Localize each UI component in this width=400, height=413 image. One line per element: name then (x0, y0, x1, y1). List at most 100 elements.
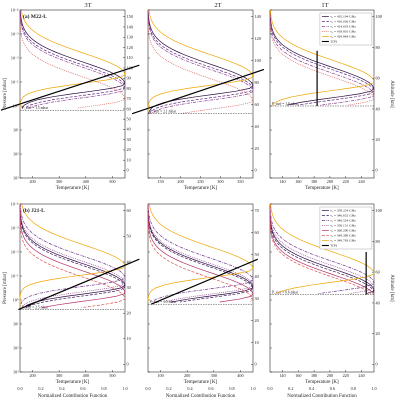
contribution-tick-label: 0.4 (187, 386, 193, 391)
pressure-tick-label: 10¹ (13, 127, 19, 132)
altitude-tick-label: 60 (376, 76, 380, 81)
temperature-tick-label: 300 (56, 373, 62, 378)
surface-annotation: P_surf = 2.1 mbar (150, 110, 177, 114)
contribution-tick-label: 0.8 (229, 386, 234, 391)
altitude-tick-label: 150 (127, 14, 133, 19)
altitude-tick-label: 0 (127, 362, 129, 367)
pressure-tick-label: 10² (13, 151, 19, 156)
pressure-tick-label: 10⁻³ (11, 225, 19, 230)
xlabel-temperature: Temperature [K] (305, 186, 339, 191)
contribution-curve-r0c1-2 (147, 9, 254, 114)
xlabel-temperature: Temperature [K] (184, 186, 218, 191)
altitude-tick-label: 0 (376, 168, 378, 173)
xlabel-temperature: Temperature [K] (56, 380, 90, 385)
temperature-tick-label: 200 (29, 373, 35, 378)
temperature-tick-label: 160 (295, 179, 301, 184)
contribution-tick-label: 0.8 (101, 386, 106, 391)
contribution-curve-r0c0-4 (19, 9, 126, 109)
contribution-curve-r0c0-3 (19, 9, 125, 109)
legend-entry: ν₀ = 435.194 GHz (330, 15, 356, 19)
temperature-tick-label: 140 (279, 179, 285, 184)
altitude-tick-label: 0 (255, 362, 257, 367)
pressure-tick-label: 10² (13, 345, 19, 350)
temperature-tick-label: 300 (56, 179, 62, 184)
altitude-tick-label: 40 (376, 106, 380, 111)
contribution-curve-r1c1-6 (147, 203, 254, 303)
surface-annotation: P_surf = 2.5 mbar (22, 305, 49, 309)
contribution-curve-r0c1-3 (147, 9, 254, 114)
altitude-tick-label: 140 (127, 24, 133, 29)
contribution-curve-r0c2-4 (270, 9, 374, 106)
contribution-curve-r0c0-2 (19, 9, 126, 109)
axes-frame-r1c1 (147, 203, 254, 373)
legend-entry: T(P) (330, 40, 337, 44)
column-title-3t: 3T (84, 2, 91, 9)
contribution-curve-r1c1-5 (147, 204, 254, 303)
altitude-tick-label: 60 (127, 106, 131, 111)
temperature-tick-label: 220 (343, 179, 349, 184)
contribution-curve-r1c1-3 (147, 203, 254, 303)
contribution-tick-label: 1.0 (371, 386, 376, 391)
temperature-tick-label: 160 (295, 373, 301, 378)
altitude-tick-label: 30 (255, 296, 259, 301)
contribution-curve-r1c0-2 (19, 203, 126, 308)
axes-frame-r1c0 (19, 203, 126, 373)
altitude-tick-label: 80 (127, 86, 131, 91)
tp-profile-r0c0 (0, 64, 140, 111)
temperature-tick-label: 150 (157, 179, 163, 184)
altitude-tick-label: 40 (376, 300, 380, 305)
altitude-tick-label: 80 (255, 80, 259, 85)
temperature-tick-label: 250 (197, 179, 203, 184)
altitude-tick-label: 20 (255, 146, 259, 151)
pressure-tick-label: 10¹ (13, 321, 19, 326)
contribution-tick-label: 1.0 (122, 386, 127, 391)
contribution-curve-r0c1-0 (147, 9, 254, 114)
temperature-tick-label: 200 (177, 179, 183, 184)
contribution-curve-r1c0-6 (19, 203, 126, 308)
xlabel-temperature: Temperature [K] (305, 380, 339, 385)
temperature-tick-label: 220 (343, 373, 349, 378)
altitude-tick-label: 50 (127, 117, 131, 122)
temperature-tick-label: 500 (109, 179, 115, 184)
temperature-tick-label: 400 (237, 373, 243, 378)
legend-entry: ν₀ = 358.224 GHz (330, 209, 356, 213)
tp-profile-r0c1 (131, 68, 265, 115)
legend-entry: ν₀ = 346.652 GHz (330, 214, 356, 218)
altitude-tick-label: 0 (127, 168, 129, 173)
contribution-curve-r1c0-4 (19, 203, 125, 308)
temperature-tick-label: 200 (327, 179, 333, 184)
altitude-tick-label: 60 (255, 230, 259, 235)
altitude-tick-label: 90 (127, 76, 131, 81)
altitude-tick-label: 60 (127, 208, 131, 213)
column-title-1t: 1T (321, 2, 328, 9)
contribution-curve-r1c0-5 (19, 204, 126, 308)
altitude-tick-label: 130 (127, 35, 133, 40)
altitude-tick-label: 120 (255, 36, 261, 41)
contribution-curve-r1c0-3 (19, 203, 126, 308)
contribution-tick-label: 0.0 (145, 386, 150, 391)
ylabel-altitude: Altitude [km] (389, 274, 394, 302)
altitude-tick-label: 60 (376, 270, 380, 275)
altitude-tick-label: 40 (255, 124, 259, 129)
altitude-tick-label: 30 (127, 285, 131, 290)
tp-profile-r1c0 (18, 258, 140, 311)
temperature-tick-label: 200 (327, 373, 333, 378)
altitude-tick-label: 40 (127, 259, 131, 264)
xlabel-temperature: Temperature [K] (56, 186, 90, 191)
legend-box (319, 12, 373, 46)
altitude-tick-label: 120 (127, 45, 133, 50)
temperature-tick-label: 350 (237, 179, 243, 184)
altitude-tick-label: 40 (127, 127, 131, 132)
altitude-tick-label: 100 (255, 58, 261, 63)
altitude-tick-label: 100 (376, 14, 382, 19)
legend-entry: T(P) (330, 244, 337, 248)
xlabel-temperature: Temperature [K] (184, 380, 218, 385)
xlabel-contribution: Normalized Contribution Function (287, 394, 357, 399)
contribution-tick-label: 0.6 (208, 386, 213, 391)
legend-entry: ν₀ = 360.290 GHz (330, 229, 356, 233)
pressure-tick-label: 10⁻⁴ (11, 7, 19, 12)
surface-annotation: P_surf = 0.6 mbar (272, 290, 299, 294)
pressure-tick-label: 10⁻⁴ (11, 201, 19, 206)
surface-annotation: P_surf = 1.5 mbar (150, 300, 177, 304)
